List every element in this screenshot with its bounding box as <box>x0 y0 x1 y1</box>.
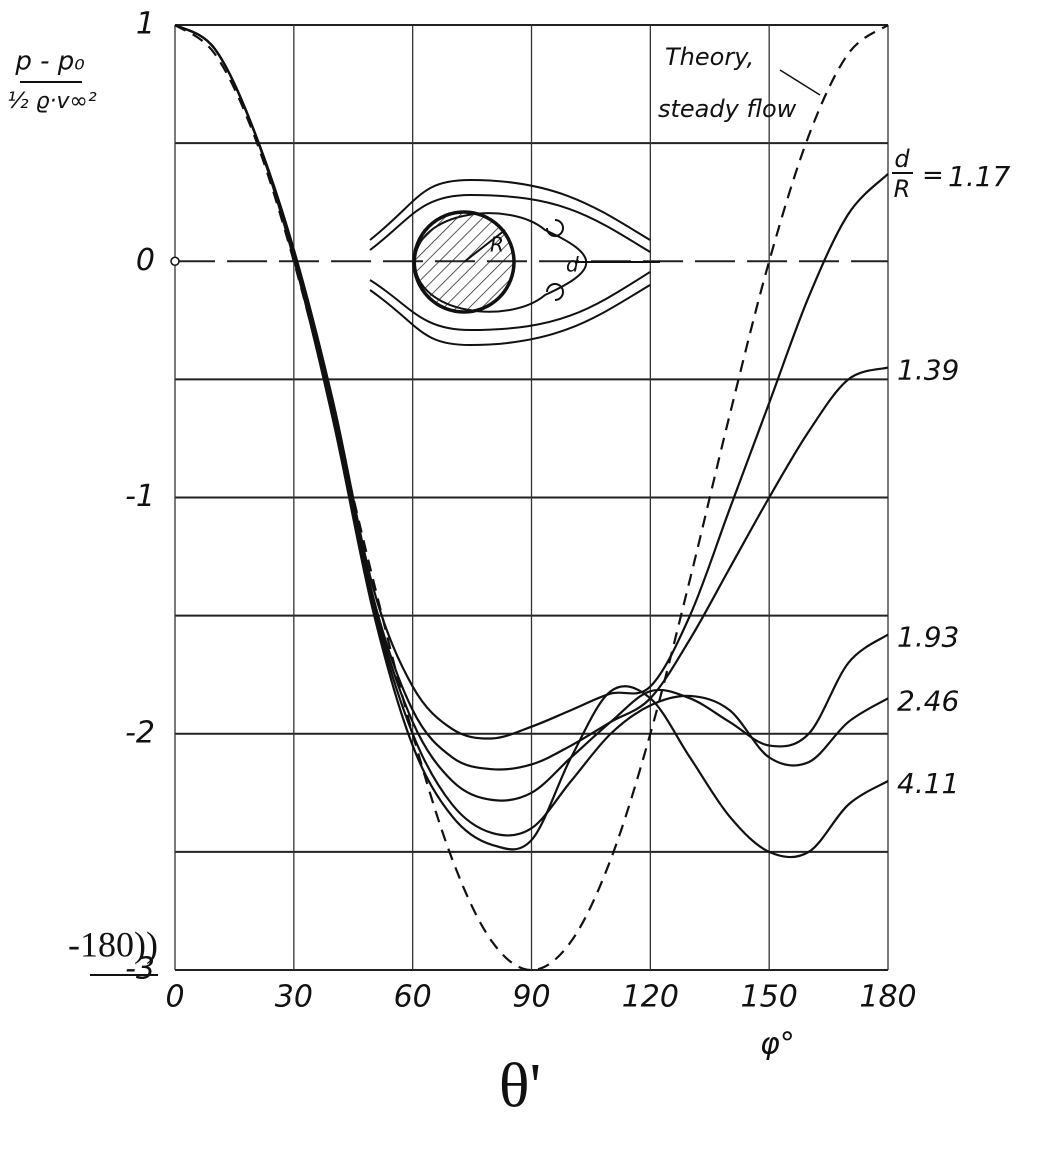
y-tick-label: 1 <box>136 7 155 42</box>
x-label: φ° <box>760 1027 795 1062</box>
series-label: Theory, <box>665 43 754 71</box>
streamline <box>369 193 651 253</box>
streamline <box>369 284 651 347</box>
ratio-denominator: R <box>894 175 911 203</box>
y-label-numerator: p - p₀ <box>14 47 85 77</box>
x-tick-label: 150 <box>741 980 798 1015</box>
y-label-denominator: ½ ϱ·v∞² <box>7 89 97 114</box>
series-label: 1.39 <box>897 354 959 387</box>
bottom-symbol: θ' <box>499 1050 541 1121</box>
series-label: 2.46 <box>897 684 959 717</box>
series-line <box>174 24 889 972</box>
streamline <box>369 178 651 241</box>
diagram-label: R <box>490 233 504 257</box>
vortex <box>546 219 564 237</box>
x-tick-label: 90 <box>512 980 550 1015</box>
diagram-label: d <box>566 253 579 277</box>
series-label: 4.11 <box>897 767 959 800</box>
x-tick-label: 60 <box>394 980 432 1015</box>
plot-area: -3 -2 -1 0 1 0 30 60 90 120 150 180 Theory, steady fl… <box>125 7 1010 1015</box>
series-label: steady flow <box>658 95 797 123</box>
series-line <box>174 24 889 859</box>
x-tick-label: 0 <box>165 980 184 1015</box>
origin-marker <box>170 256 180 266</box>
y-tick-label: -2 <box>125 715 155 750</box>
vortex <box>546 283 564 301</box>
inset-diagram <box>369 69 821 347</box>
y-tick-label: -1 <box>125 479 155 514</box>
ratio-numerator: d <box>894 145 910 173</box>
radius-line <box>463 229 506 263</box>
series-label: 1.93 <box>897 621 959 654</box>
left-fragment: -180)) <box>68 924 158 964</box>
theory-leader <box>779 69 821 96</box>
x-tick-label: 30 <box>275 980 313 1015</box>
series-label: 1.17 <box>948 160 1011 193</box>
y-tick-label: 0 <box>136 243 155 278</box>
streamline <box>369 271 651 332</box>
ratio-equals: = <box>922 161 944 191</box>
y-tick-label: -3 <box>125 952 155 987</box>
x-tick-label: 180 <box>859 980 916 1015</box>
x-tick-label: 120 <box>622 980 679 1015</box>
